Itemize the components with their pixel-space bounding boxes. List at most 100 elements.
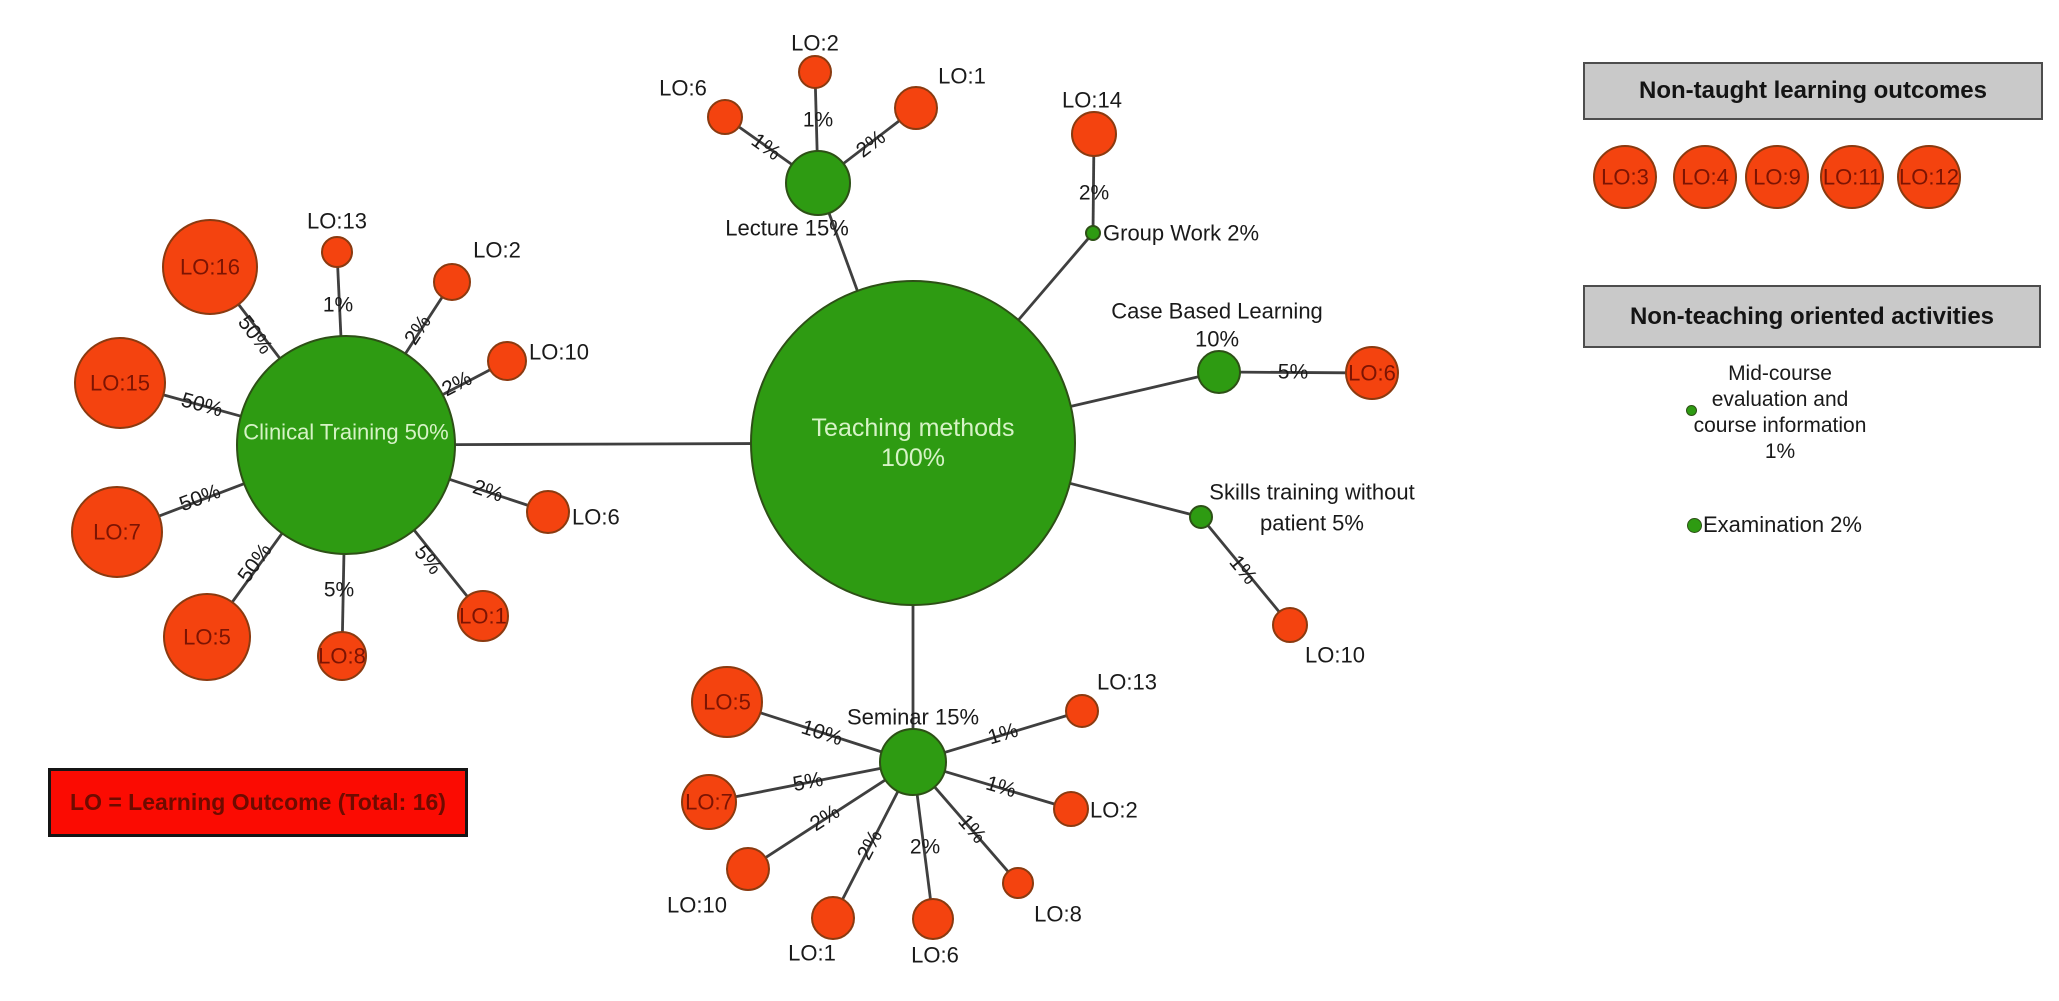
node-clinical-training [236,335,456,555]
edge-label-lecture-lecture-lo6: 1% [747,129,785,165]
node-label-clinical-lo10: LO:10 [529,340,589,365]
edge-clinical-training-clinical-lo10 [441,368,491,396]
edge-teaching-methods-group-work [1017,237,1090,321]
edge-seminar-seminar-lo2 [944,770,1056,806]
edge-seminar-seminar-lo13 [944,714,1068,754]
midcourse-line-1: Mid-course [1728,362,1832,385]
node-label-clinical-lo16: LO:16 [180,255,240,280]
node-label-seminar-lo13: LO:13 [1097,670,1157,695]
node-clinical-lo16 [162,219,258,315]
node-clinical-lo6 [526,490,570,534]
edge-lecture-lecture-lo2 [814,87,819,152]
node-label-teaching-methods-1: Teaching methods [812,414,1015,442]
node-skills-training [1189,505,1213,529]
node-label-clinical-training: Clinical Training 50% [243,420,448,445]
edge-label-seminar-seminar-lo7: 5% [791,768,825,796]
node-case-based-learning [1197,350,1241,394]
node-label-nontaught-lo11: LO:11 [1823,165,1881,190]
node-label-casebased-lo6: LO:6 [1348,361,1396,386]
edge-skills-training-skills-lo10 [1206,524,1281,613]
node-seminar-lo7 [681,774,737,830]
node-clinical-lo7 [71,486,163,578]
edge-teaching-methods-lecture [827,212,859,292]
node-clinical-lo5 [163,593,251,681]
edge-clinical-training-clinical-lo5 [231,532,284,603]
node-clinical-lo8 [317,631,367,681]
node-label-lecture-lo2: LO:2 [791,31,839,56]
node-label-clinical-lo2: LO:2 [473,238,521,263]
node-seminar-lo2 [1053,791,1089,827]
node-label-skills-lo10: LO:10 [1305,643,1365,668]
edge-label-clinical-training-clinical-lo1: 5% [410,541,447,579]
node-lecture [785,150,851,216]
node-nontaught-lo4 [1673,145,1737,209]
node-label-seminar-lo8: LO:8 [1034,902,1082,927]
node-seminar [879,728,947,796]
edge-seminar-seminar-lo7 [735,766,881,799]
edge-seminar-seminar-lo10 [764,778,887,859]
node-label-seminar-lo1: LO:1 [788,941,836,966]
edge-clinical-training-clinical-lo8 [341,553,346,633]
node-label-seminar-lo5: LO:5 [703,690,751,715]
node-group-work [1085,225,1101,241]
edge-clinical-training-clinical-lo6 [449,477,529,507]
edge-seminar-seminar-lo5 [759,711,883,754]
node-label-teaching-methods-2: 100% [881,444,945,472]
edge-clinical-training-clinical-lo16 [237,303,281,360]
node-label-clinical-lo1: LO:1 [459,604,507,629]
lo-legend-label: LO = Learning Outcome (Total: 16) [70,789,446,815]
edge-group-work-groupwork-lo14 [1091,155,1096,227]
node-clinical-lo15 [74,337,166,429]
edge-teaching-methods-clinical-training [454,442,752,447]
node-label-lecture-lo1: LO:1 [938,64,986,89]
edge-teaching-methods-skills-training [1069,481,1191,516]
node-label-group-work: Group Work 2% [1103,221,1259,246]
node-nontaught-lo3 [1593,145,1657,209]
node-seminar-lo6 [912,898,954,940]
edge-label-clinical-training-clinical-lo8: 5% [324,579,354,602]
node-label-seminar: Seminar 15% [847,705,979,730]
edge-clinical-training-clinical-lo2 [404,296,444,355]
node-teaching-methods [750,280,1076,606]
node-clinical-lo1 [457,590,509,642]
examination-dot [1687,517,1702,533]
midcourse-evaluation-dot [1686,405,1697,416]
node-lecture-lo6 [707,99,743,135]
node-label-clinical-lo5: LO:5 [183,625,231,650]
edge-teaching-methods-case-based-learning [1070,375,1199,408]
edge-label-seminar-seminar-lo6: 2% [910,836,940,859]
node-label-case-based-learning-1: Case Based Learning [1111,299,1323,324]
node-label-case-based-learning-2: 10% [1195,327,1239,352]
node-label-nontaught-lo9: LO:9 [1753,165,1801,190]
edge-clinical-training-clinical-lo1 [413,529,469,598]
node-label-seminar-lo7: LO:7 [685,790,733,815]
node-seminar-lo10 [726,847,770,891]
edge-label-clinical-training-clinical-lo6: 2% [470,475,506,506]
midcourse-evaluation-entry: Mid-course evaluation and course informa… [1672,361,1888,465]
edge-label-seminar-seminar-lo5: 10% [798,716,845,751]
edge-label-clinical-training-clinical-lo15: 50% [179,388,226,421]
node-label-seminar-lo10: LO:10 [667,893,727,918]
edge-label-clinical-training-clinical-lo7: 50% [176,480,223,516]
midcourse-line-4: 1% [1764,440,1796,463]
node-label-seminar-lo2: LO:2 [1090,798,1138,823]
node-label-clinical-lo15: LO:15 [90,371,150,396]
node-label-groupwork-lo14: LO:14 [1062,88,1122,113]
node-label-clinical-lo13: LO:13 [307,209,367,234]
edge-seminar-seminar-lo1 [841,790,900,900]
edge-label-case-based-learning-casebased-lo6: 5% [1278,360,1309,383]
node-casebased-lo6 [1345,346,1399,400]
node-lecture-lo2 [798,55,832,89]
edge-seminar-seminar-lo8 [933,786,1010,873]
edge-lecture-lecture-lo6 [738,125,793,166]
node-groupwork-lo14 [1071,111,1117,157]
edge-label-seminar-seminar-lo2: 1% [983,772,1019,803]
node-clinical-lo10 [487,341,527,381]
node-label-skills-training-1: Skills training without [1209,480,1414,505]
edge-lecture-lecture-lo1 [842,119,901,165]
edge-clinical-training-clinical-lo13 [336,266,343,337]
edge-label-clinical-training-clinical-lo16: 50% [233,311,277,358]
edge-label-seminar-seminar-lo13: 1% [985,719,1021,750]
node-label-lecture-lo6: LO:6 [659,76,707,101]
